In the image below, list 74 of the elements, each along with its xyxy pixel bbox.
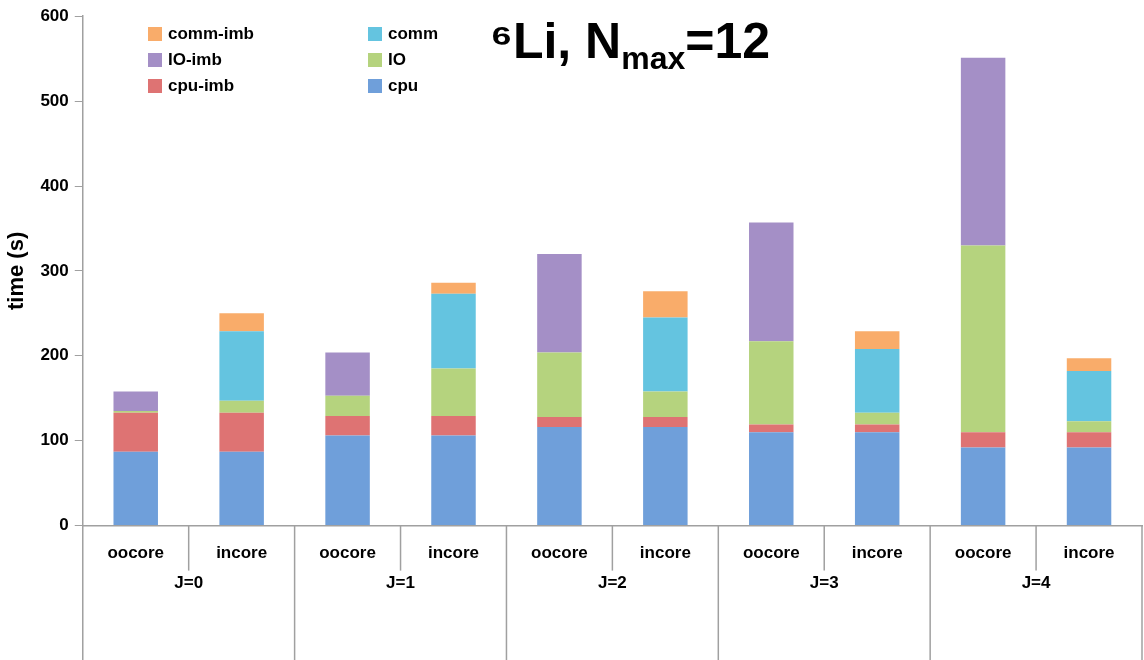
bar (325, 416, 370, 436)
bar (1066, 358, 1112, 372)
bar (643, 427, 688, 526)
bar (219, 313, 264, 332)
bar (219, 412, 264, 452)
bar (643, 317, 688, 392)
bar (325, 395, 370, 417)
x-tick-label: incore (639, 543, 691, 563)
legend-label: comm (388, 24, 439, 44)
bar (1066, 371, 1112, 422)
bar (643, 391, 688, 417)
bar (219, 400, 264, 413)
text: J=1 (386, 573, 415, 593)
bar (113, 412, 158, 452)
bar (537, 253, 582, 353)
text: J=3 (809, 573, 839, 593)
x-tick-label: incore (1063, 543, 1115, 563)
x-tick-label: oocore (319, 543, 376, 563)
bar (431, 416, 476, 436)
y-tick-label: 0 (59, 515, 69, 535)
bar (1066, 447, 1112, 526)
bar (219, 451, 264, 526)
bar (219, 331, 264, 401)
x-tick-label: incore (216, 543, 268, 563)
x-tick-label: oocore (531, 543, 588, 563)
text: J=0 (174, 573, 204, 593)
bar (854, 432, 900, 526)
legend-label: cpu-imb (168, 76, 235, 96)
bar (854, 331, 900, 350)
legend-label: IO (388, 50, 406, 70)
bar (1066, 421, 1112, 433)
bar (854, 349, 900, 413)
text: J=4 (1021, 573, 1052, 593)
chart-title: ⁶Li, N$_{max}$=12 (489, 13, 771, 76)
legend-label: cpu (388, 76, 419, 96)
bar (960, 432, 1006, 448)
x-tick-label: oocore (954, 543, 1012, 563)
bar (431, 435, 476, 526)
y-tick-label: 600 (40, 5, 69, 25)
y-tick-label: 100 (40, 430, 69, 450)
x-tick-label: incore (851, 543, 903, 563)
bar (643, 291, 688, 318)
bar (960, 447, 1006, 526)
bar (854, 412, 900, 425)
y-tick-label: 400 (40, 175, 69, 195)
bar (749, 424, 794, 433)
bar (960, 245, 1006, 433)
y-tick-label: 300 (40, 260, 69, 280)
bar (960, 57, 1006, 246)
bar (643, 416, 688, 428)
text: J=2 (597, 573, 627, 593)
bar (325, 435, 370, 526)
y-tick-label: 500 (40, 90, 69, 110)
y-tick-label: 200 (40, 345, 69, 365)
bar (431, 293, 476, 369)
bar (537, 352, 582, 417)
x-tick-label: oocore (107, 543, 165, 563)
bar (749, 222, 794, 342)
x-tick-label: oocore (742, 543, 800, 563)
bar (113, 451, 158, 526)
legend-label: comm-imb (168, 24, 254, 44)
x-tick-label: incore (427, 543, 480, 563)
bar (537, 427, 582, 526)
bar (1066, 432, 1112, 448)
bar (431, 368, 476, 417)
bar (749, 341, 794, 425)
legend-label: IO-imb (168, 50, 222, 70)
bar (537, 416, 582, 428)
y-axis-title: time (s) (3, 231, 29, 311)
bar (325, 352, 370, 396)
bar (749, 432, 794, 526)
bar (431, 282, 476, 294)
bar (113, 391, 158, 411)
bar (854, 424, 900, 433)
